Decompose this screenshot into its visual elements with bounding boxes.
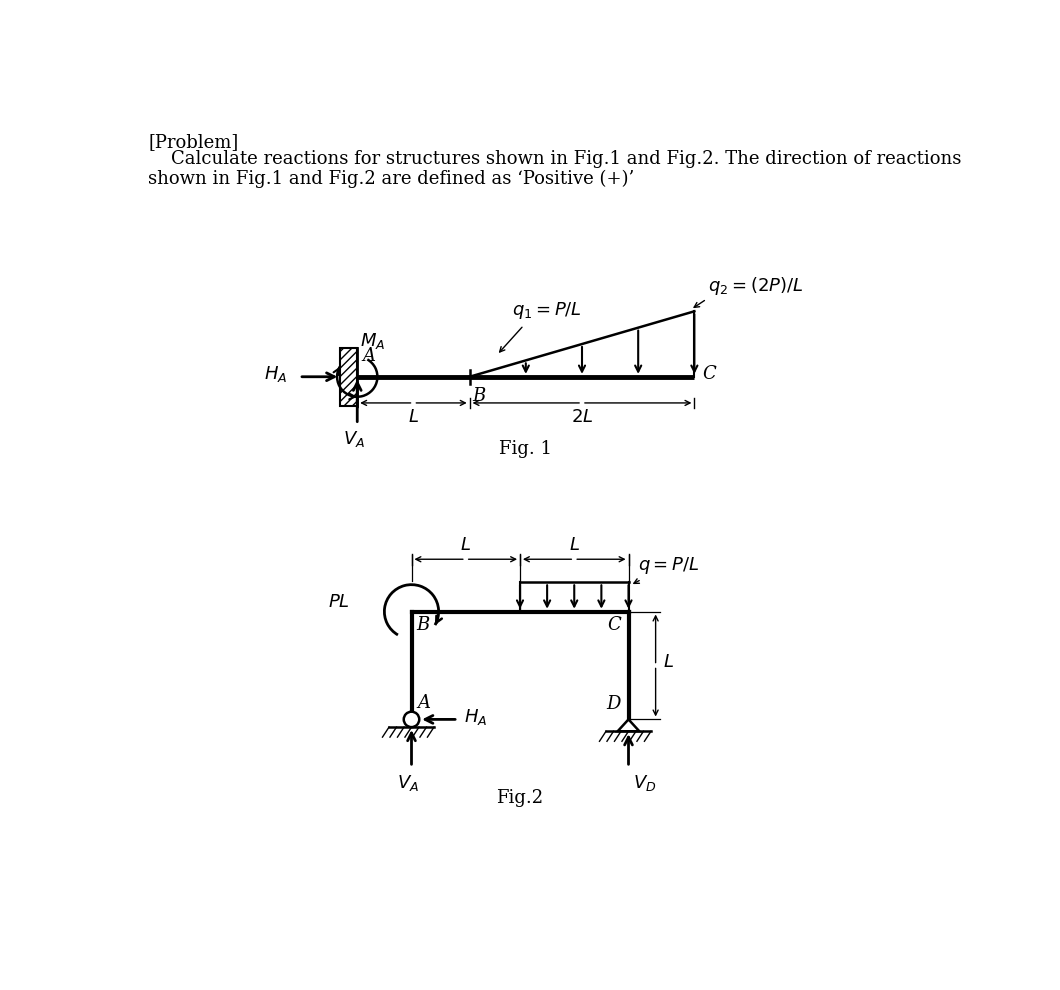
Text: $V_D$: $V_D$	[633, 773, 656, 793]
Text: $L$: $L$	[662, 653, 673, 671]
Text: $PL$: $PL$	[328, 593, 350, 612]
Bar	[340, 347, 357, 406]
Text: $H_A$: $H_A$	[264, 363, 287, 384]
Text: C: C	[702, 365, 716, 383]
Text: $q_2=(2P)/L$: $q_2=(2P)/L$	[708, 275, 803, 297]
Text: B: B	[473, 387, 485, 405]
Text: Fig.2: Fig.2	[496, 789, 544, 807]
Text: [Problem]: [Problem]	[148, 133, 238, 150]
Text: Fig. 1: Fig. 1	[499, 440, 552, 458]
Text: $L$: $L$	[460, 536, 472, 553]
Text: C: C	[607, 616, 621, 635]
Text: $L$: $L$	[408, 408, 419, 426]
Text: $q_1=P/L$: $q_1=P/L$	[512, 300, 582, 322]
Text: $H_A$: $H_A$	[464, 707, 488, 727]
Text: $M_A$: $M_A$	[360, 331, 386, 350]
Text: Calculate reactions for structures shown in Fig.1 and Fig.2. The direction of re: Calculate reactions for structures shown…	[148, 149, 961, 167]
Text: A: A	[361, 347, 375, 365]
Text: $V_A$: $V_A$	[343, 429, 366, 449]
Text: $2L$: $2L$	[570, 408, 594, 426]
Text: $L$: $L$	[569, 536, 580, 553]
Text: D: D	[606, 695, 621, 713]
Text: $q=P/L$: $q=P/L$	[638, 555, 700, 576]
Text: $V_A$: $V_A$	[398, 773, 420, 793]
Text: shown in Fig.1 and Fig.2 are defined as ‘Positive (+)’: shown in Fig.1 and Fig.2 are defined as …	[148, 169, 634, 188]
Text: A: A	[417, 694, 430, 712]
Circle shape	[404, 712, 420, 727]
Text: B: B	[417, 616, 429, 635]
